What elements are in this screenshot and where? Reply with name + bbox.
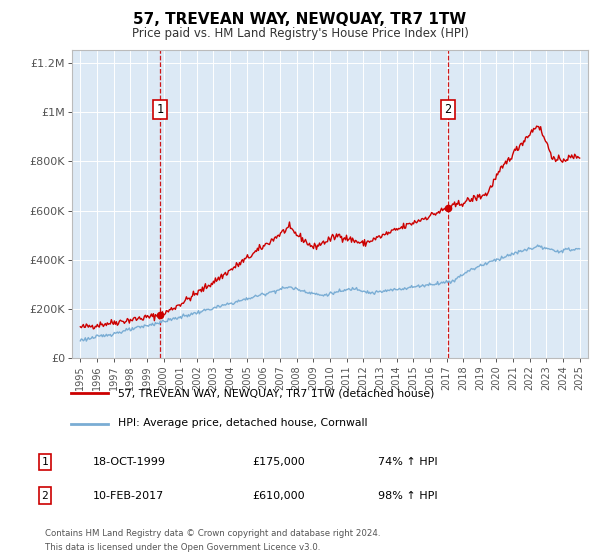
Text: Contains HM Land Registry data © Crown copyright and database right 2024.: Contains HM Land Registry data © Crown c… bbox=[45, 529, 380, 538]
Text: 57, TREVEAN WAY, NEWQUAY, TR7 1TW: 57, TREVEAN WAY, NEWQUAY, TR7 1TW bbox=[133, 12, 467, 27]
Text: £175,000: £175,000 bbox=[252, 457, 305, 467]
Text: 1: 1 bbox=[157, 103, 164, 116]
Text: Price paid vs. HM Land Registry's House Price Index (HPI): Price paid vs. HM Land Registry's House … bbox=[131, 27, 469, 40]
Text: 98% ↑ HPI: 98% ↑ HPI bbox=[378, 491, 437, 501]
Text: This data is licensed under the Open Government Licence v3.0.: This data is licensed under the Open Gov… bbox=[45, 543, 320, 552]
Text: HPI: Average price, detached house, Cornwall: HPI: Average price, detached house, Corn… bbox=[118, 418, 368, 428]
Text: 57, TREVEAN WAY, NEWQUAY, TR7 1TW (detached house): 57, TREVEAN WAY, NEWQUAY, TR7 1TW (detac… bbox=[118, 388, 434, 398]
Text: 2: 2 bbox=[445, 103, 452, 116]
Text: 74% ↑ HPI: 74% ↑ HPI bbox=[378, 457, 437, 467]
Text: 18-OCT-1999: 18-OCT-1999 bbox=[93, 457, 166, 467]
Text: 1: 1 bbox=[41, 457, 49, 467]
Text: 2: 2 bbox=[41, 491, 49, 501]
Text: £610,000: £610,000 bbox=[252, 491, 305, 501]
Text: 10-FEB-2017: 10-FEB-2017 bbox=[93, 491, 164, 501]
